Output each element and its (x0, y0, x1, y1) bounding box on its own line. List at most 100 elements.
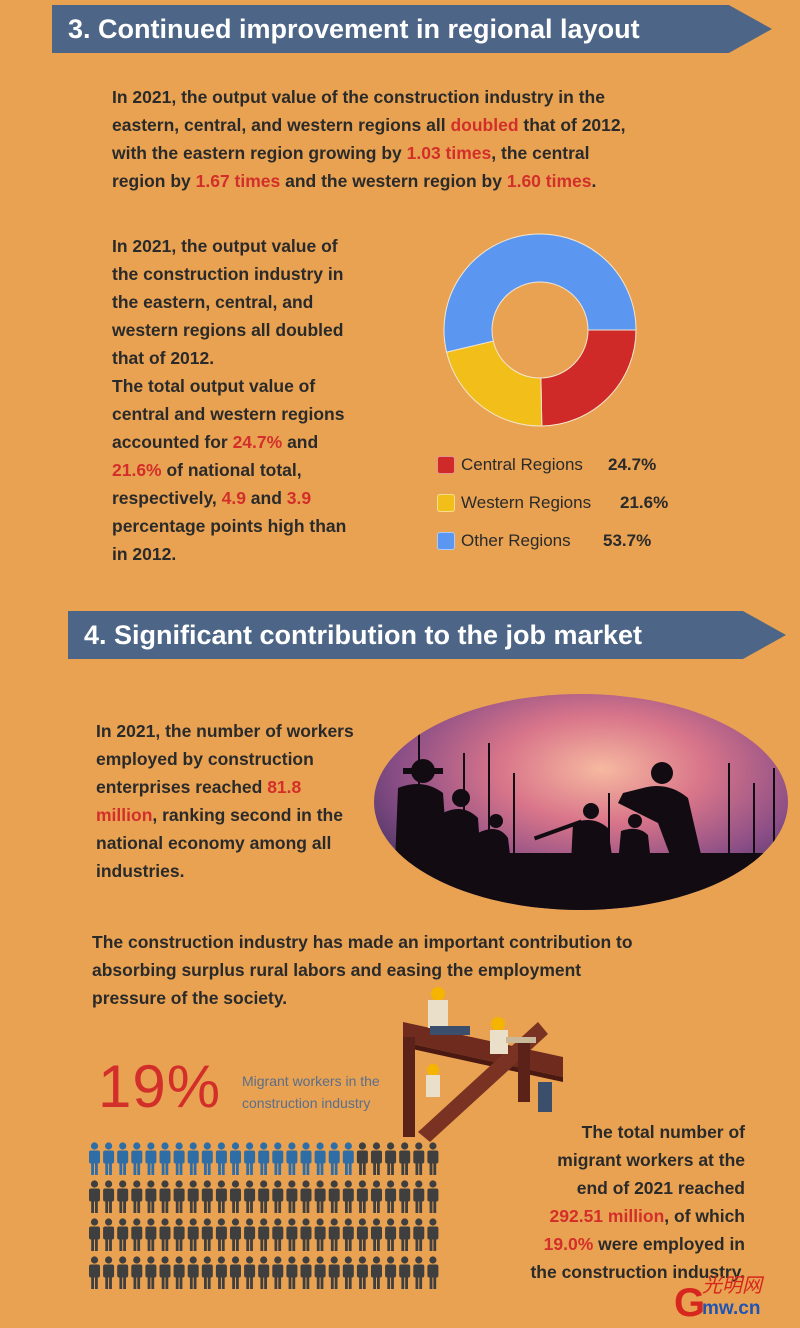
section-3-intro: In 2021, the output value of the constru… (112, 83, 626, 195)
donut-slice-central-regions (540, 329, 637, 427)
legend-swatch (437, 532, 455, 550)
person-icon-highlighted (328, 1142, 340, 1175)
text-segment: . (591, 171, 597, 191)
person-icon (201, 1180, 213, 1213)
text-segment: of national total, respectively, (112, 460, 302, 508)
person-icon (131, 1218, 143, 1251)
person-icon (173, 1180, 185, 1213)
construction-workers-illustration (403, 987, 563, 1142)
person-icon (399, 1256, 411, 1289)
person-icon-highlighted (258, 1142, 270, 1175)
text-segment: , ranking second in the national economy… (96, 805, 343, 881)
person-icon (89, 1180, 100, 1213)
person-icon (399, 1218, 411, 1251)
person-icon (117, 1256, 129, 1289)
person-icon (399, 1142, 411, 1175)
person-icon (159, 1180, 171, 1213)
highlight-text: 81.8 million (96, 777, 302, 825)
person-icon (300, 1180, 312, 1213)
person-icon (215, 1256, 227, 1289)
person-icon (201, 1218, 213, 1251)
person-icon (385, 1256, 397, 1289)
person-icon (286, 1180, 298, 1213)
person-icon (371, 1180, 382, 1213)
person-icon (103, 1256, 115, 1289)
person-icon (385, 1180, 397, 1213)
person-icon (314, 1218, 326, 1251)
legend-item: Western Regions (437, 491, 591, 515)
text-segment: that of 2012, with the eastern region gr… (112, 115, 626, 163)
text-segment: and (287, 432, 319, 452)
highlight-text: 1.60 times (506, 171, 592, 191)
employment-contribution-text: The construction industry has made an im… (92, 928, 633, 1012)
person-icon (371, 1142, 382, 1175)
person-icon (89, 1218, 100, 1251)
person-icon (201, 1256, 213, 1289)
person-icon (427, 1180, 439, 1213)
legend-value: 24.7% (608, 455, 657, 474)
person-icon (89, 1256, 100, 1289)
highlight-text: 21.6% (112, 460, 162, 480)
person-icon (413, 1142, 425, 1175)
person-icon-highlighted (187, 1142, 199, 1175)
text-segment: The construction industry has made an im… (92, 932, 633, 1008)
person-icon-highlighted (103, 1142, 115, 1175)
person-icon (328, 1256, 340, 1289)
highlight-text: 292.51 million (549, 1206, 665, 1226)
person-icon (328, 1180, 340, 1213)
person-icon (145, 1218, 157, 1251)
text-segment: The total number of migrant workers at t… (557, 1122, 745, 1198)
person-icon (258, 1180, 270, 1213)
person-icon (300, 1256, 312, 1289)
person-icon (187, 1180, 199, 1213)
migrant-share-big-number: 19% (98, 1053, 222, 1120)
person-icon (159, 1218, 171, 1251)
person-icon (356, 1218, 368, 1251)
person-icon (103, 1218, 115, 1251)
person-icon (356, 1256, 368, 1289)
person-icon (356, 1142, 368, 1175)
svg-text:G: G (674, 1281, 705, 1320)
legend-item: Central Regions (437, 453, 583, 477)
person-icon (272, 1218, 284, 1251)
person-icon (117, 1218, 129, 1251)
legend-value: 53.7% (603, 531, 652, 550)
highlight-text: 1.03 times (406, 143, 492, 163)
person-icon (328, 1218, 340, 1251)
section-4-banner: 4. Significant contribution to the job m… (68, 611, 786, 659)
text-segment: , the central region by (112, 143, 590, 191)
highlight-text: 24.7% (232, 432, 283, 452)
text-segment: percentage points high than in 2012. (112, 516, 347, 564)
workers-sunset-photo (374, 694, 788, 910)
section-3-banner: 3. Continued improvement in regional lay… (52, 5, 772, 53)
migrant-workers-text: The total number of migrant workers at t… (530, 1118, 745, 1286)
person-icon (258, 1256, 270, 1289)
person-icon (145, 1180, 157, 1213)
person-icon (385, 1218, 397, 1251)
person-icon-highlighted (300, 1142, 312, 1175)
person-icon (427, 1142, 439, 1175)
migrant-share-caption: Migrant workers in the construction indu… (242, 1073, 380, 1111)
person-icon (286, 1218, 298, 1251)
person-icon (427, 1218, 439, 1251)
legend-swatch (437, 456, 455, 474)
person-icon-highlighted (314, 1142, 326, 1175)
person-icon (385, 1142, 397, 1175)
person-icon (131, 1256, 143, 1289)
legend-swatch (437, 494, 455, 512)
text-segment: In 2021, the output value of the constru… (112, 236, 345, 452)
person-icon (272, 1180, 284, 1213)
person-icon (244, 1218, 256, 1251)
highlight-text: 1.67 times (195, 171, 281, 191)
legend-label: Western Regions (461, 493, 592, 512)
person-icon (159, 1256, 171, 1289)
person-icon (427, 1256, 439, 1289)
person-icon (342, 1218, 354, 1251)
person-icon (258, 1218, 270, 1251)
person-icon-highlighted (201, 1142, 213, 1175)
person-icon (117, 1180, 129, 1213)
person-icon (173, 1218, 185, 1251)
workers-employed-text: In 2021, the number of workers employed … (96, 717, 354, 885)
person-icon (230, 1218, 241, 1251)
person-icon (413, 1256, 425, 1289)
